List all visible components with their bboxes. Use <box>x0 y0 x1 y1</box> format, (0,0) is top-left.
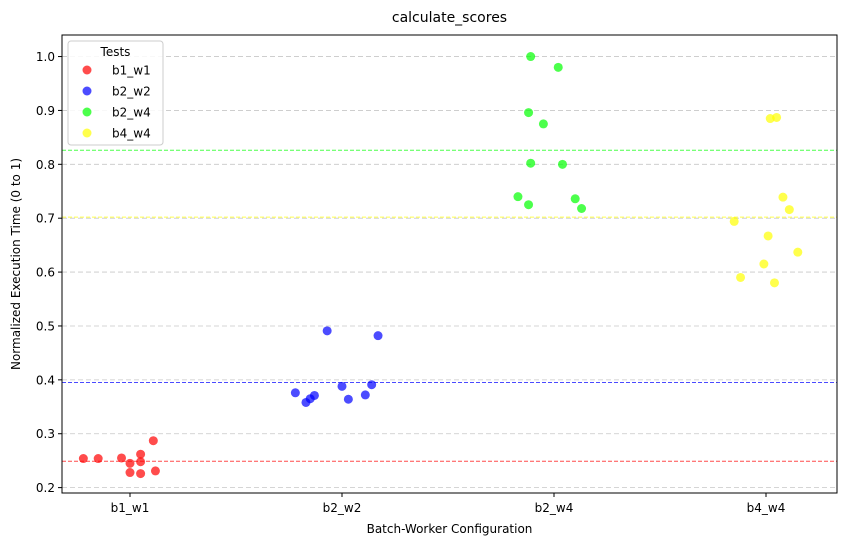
data-point-b2_w4 <box>526 52 536 62</box>
data-point-b2_w4 <box>538 119 548 129</box>
data-point-b4_w4 <box>759 259 769 269</box>
legend-title: Tests <box>100 45 131 59</box>
x-tick-label: b1_w1 <box>111 501 150 515</box>
y-tick-label: 0.5 <box>36 319 55 333</box>
data-point-b4_w4 <box>793 247 803 257</box>
data-point-b2_w2 <box>322 326 332 336</box>
data-point-b2_w4 <box>526 158 536 168</box>
x-tick-label: b2_w4 <box>535 501 574 515</box>
y-tick-label: 0.2 <box>36 481 55 495</box>
data-point-b2_w2 <box>309 390 319 400</box>
data-point-b1_w1 <box>125 458 135 468</box>
y-tick-label: 0.8 <box>36 158 55 172</box>
data-point-b2_w2 <box>367 380 377 390</box>
data-point-b4_w4 <box>736 272 746 282</box>
y-tick-label: 0.7 <box>36 212 55 226</box>
data-point-b1_w1 <box>78 454 88 464</box>
legend-box <box>67 40 164 146</box>
data-point-b4_w4 <box>729 216 739 226</box>
data-point-b4_w4 <box>763 231 773 241</box>
y-tick-label: 0.6 <box>36 266 55 280</box>
chart-title: calculate_scores <box>392 10 507 26</box>
data-point-b1_w1 <box>150 466 160 476</box>
y-tick-label: 0.3 <box>36 427 55 441</box>
data-point-b1_w1 <box>93 454 103 464</box>
grid-lines <box>62 56 837 489</box>
legend-marker-b4_w4 <box>82 128 92 138</box>
data-point-b2_w4 <box>513 192 523 202</box>
data-point-b4_w4 <box>784 205 794 215</box>
y-axis: 0.2 0.3 0.4 0.5 0.6 0.7 0.8 0.9 1.0 <box>36 50 62 495</box>
data-point-b4_w4 <box>769 278 779 288</box>
y-axis-label: Normalized Execution Time (0 to 1) <box>9 158 23 370</box>
data-point-b1_w1 <box>117 453 127 463</box>
legend: Tests b1_w1 b2_w2 b2_w4 b4_w4 <box>67 40 164 146</box>
x-tick-label: b4_w4 <box>747 501 786 515</box>
data-point-b2_w4 <box>557 159 567 169</box>
data-points <box>78 52 803 479</box>
y-tick-label: 1.0 <box>36 50 55 64</box>
legend-marker-b1_w1 <box>82 65 92 75</box>
data-point-b2_w2 <box>290 388 300 398</box>
data-point-b1_w1 <box>136 457 146 467</box>
mean-lines <box>62 149 837 462</box>
data-point-b1_w1 <box>136 469 146 479</box>
x-axis: b1_w1 b2_w2 b2_w4 b4_w4 <box>111 493 786 515</box>
data-point-b4_w4 <box>772 112 782 122</box>
legend-label-b2_w2: b2_w2 <box>112 85 151 99</box>
data-point-b2_w4 <box>524 108 534 118</box>
data-point-b4_w4 <box>778 192 788 202</box>
legend-label-b4_w4: b4_w4 <box>112 127 151 141</box>
legend-label-b2_w4: b2_w4 <box>112 106 151 120</box>
data-point-b2_w4 <box>570 194 580 204</box>
y-tick-label: 0.9 <box>36 104 55 118</box>
legend-label-b1_w1: b1_w1 <box>112 64 151 78</box>
data-point-b2_w4 <box>553 62 563 72</box>
data-point-b1_w1 <box>148 436 158 446</box>
data-point-b1_w1 <box>136 449 146 459</box>
data-point-b2_w4 <box>524 200 534 210</box>
data-point-b2_w2 <box>337 381 347 391</box>
data-point-b2_w2 <box>360 390 370 400</box>
y-tick-label: 0.4 <box>36 373 55 387</box>
data-point-b1_w1 <box>125 468 135 478</box>
data-point-b2_w2 <box>343 394 353 404</box>
data-point-b2_w2 <box>373 331 383 341</box>
plot-frame <box>61 34 838 494</box>
x-axis-label: Batch-Worker Configuration <box>367 522 533 536</box>
data-point-b2_w4 <box>577 204 587 214</box>
legend-marker-b2_w4 <box>82 107 92 117</box>
legend-marker-b2_w2 <box>82 86 92 96</box>
x-tick-label: b2_w2 <box>323 501 362 515</box>
